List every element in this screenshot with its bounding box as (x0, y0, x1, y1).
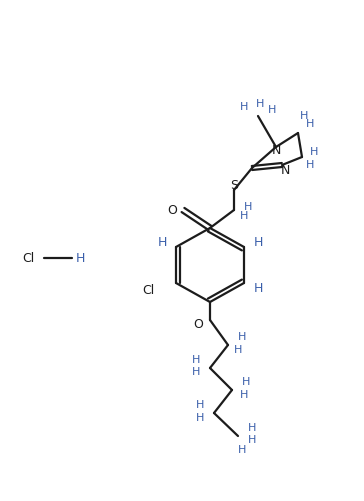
Text: H: H (240, 102, 248, 112)
Text: H: H (248, 435, 256, 445)
Text: H: H (244, 202, 252, 212)
Text: H: H (75, 252, 85, 265)
Text: H: H (306, 119, 314, 129)
Text: N: N (271, 143, 281, 156)
Text: H: H (238, 445, 246, 455)
Text: H: H (256, 99, 264, 109)
Text: H: H (192, 367, 200, 377)
Text: H: H (300, 111, 308, 121)
Text: H: H (253, 235, 263, 248)
Text: O: O (193, 319, 203, 332)
Text: H: H (234, 345, 242, 355)
Text: S: S (230, 178, 238, 191)
Text: Cl: Cl (142, 284, 154, 297)
Text: H: H (310, 147, 318, 157)
Text: H: H (240, 211, 248, 221)
Text: H: H (306, 160, 314, 170)
Text: O: O (167, 203, 177, 216)
Text: H: H (196, 413, 204, 423)
Text: H: H (240, 390, 248, 400)
Text: H: H (157, 235, 167, 248)
Text: H: H (268, 105, 276, 115)
Text: Cl: Cl (22, 252, 34, 265)
Text: H: H (242, 377, 250, 387)
Text: N: N (280, 163, 290, 176)
Text: H: H (248, 423, 256, 433)
Text: H: H (238, 332, 246, 342)
Text: H: H (192, 355, 200, 365)
Text: H: H (253, 282, 263, 295)
Text: H: H (196, 400, 204, 410)
